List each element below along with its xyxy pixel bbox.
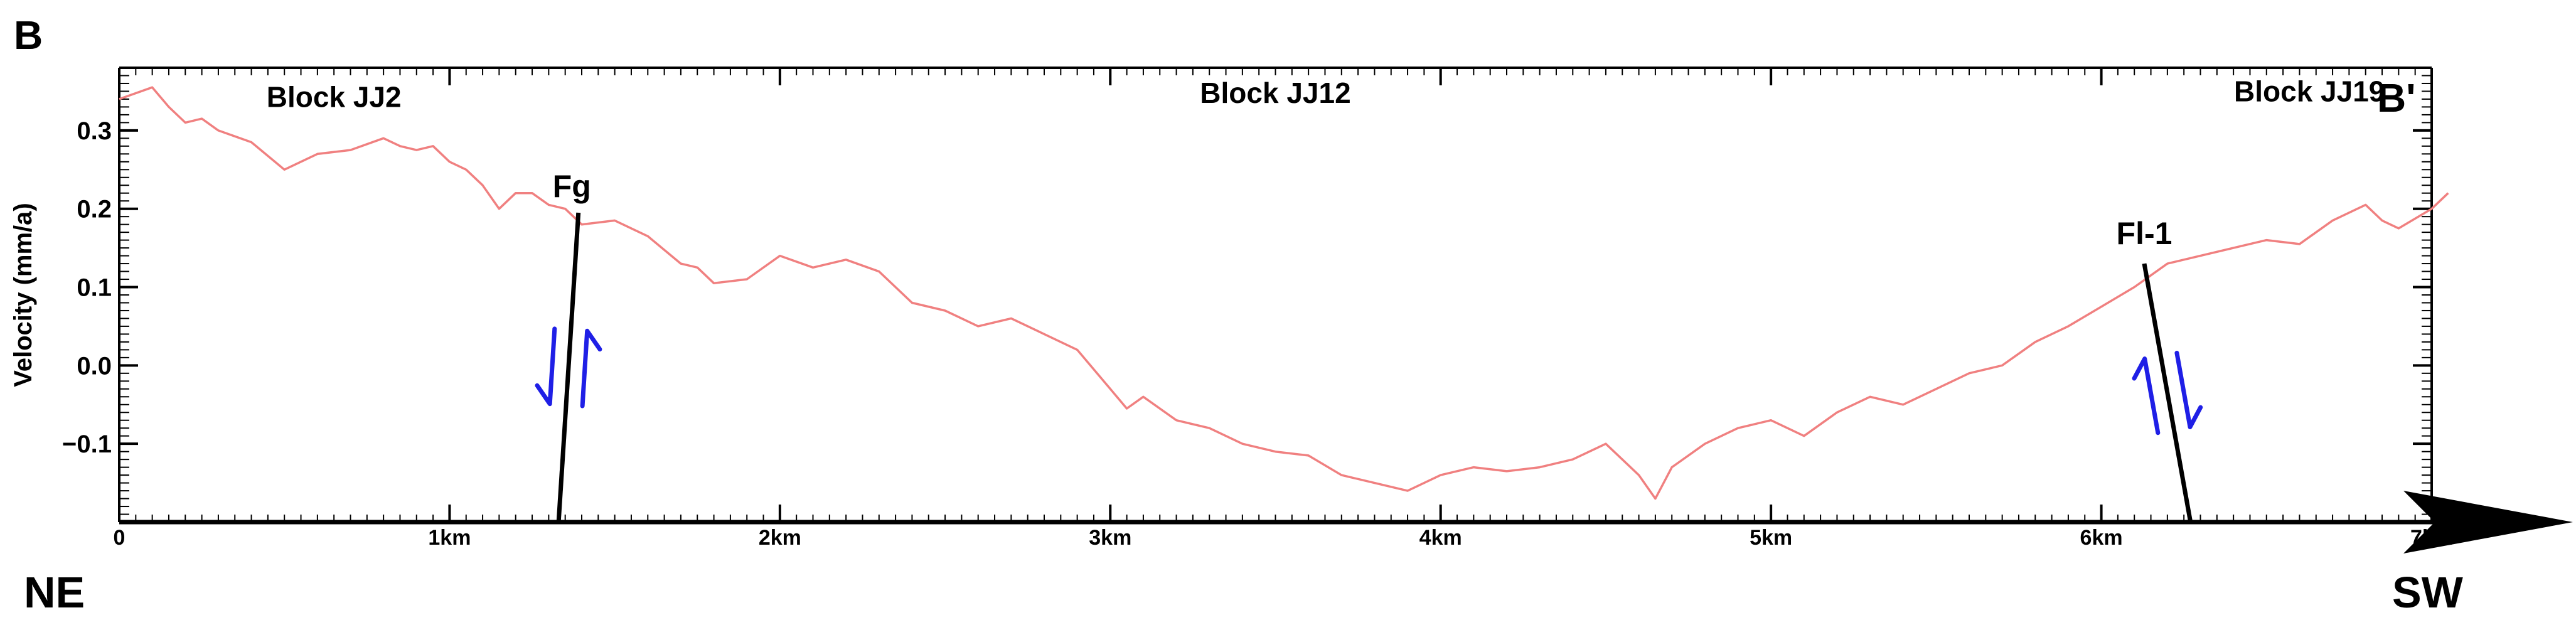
corner-label-b: B [14,13,43,58]
y-tick-label: 0.0 [77,352,112,380]
fault-motion-arrow [2174,350,2203,429]
y-tick-label: 0.2 [77,196,112,223]
velocity-series-line [119,86,2449,500]
fault-label: Fl-1 [2117,216,2172,251]
x-tick-label: 1km [428,526,471,550]
fault-motion-arrow [580,328,602,409]
corner-label-ne: NE [24,568,85,617]
block-label: Block JJ12 [1200,77,1350,109]
x-tick-label: 3km [1089,526,1131,550]
x-tick-label: 0 [114,526,126,550]
y-tick-labels: 0.3 0.2 0.1 0.0 −0.1 [62,117,112,458]
fault-lines: Fg Fl-1 [535,169,2203,523]
fault-motion-arrow [535,326,557,407]
fault-line [2142,263,2193,523]
x-axis-arrowhead [2403,491,2573,553]
major-ticks [118,68,2433,522]
y-tick-label: −0.1 [62,430,112,458]
y-axis-label: Velocity (mm/a) [9,203,37,387]
y-tick-label: 0.1 [77,274,112,302]
x-tick-label: 4km [1419,526,1462,550]
block-label: Block JJ19 [2234,75,2385,108]
x-tick-label: 6km [2080,526,2123,550]
x-tick-label: 7km [2410,526,2453,550]
block-labels: Block JJ2 Block JJ12 Block JJ19 [267,75,2385,114]
y-tick-label: 0.3 [77,117,112,145]
x-tick-label: 2km [759,526,801,550]
fault-label: Fg [553,169,591,204]
corner-label-sw: SW [2392,568,2463,617]
x-tick-labels: 0 1km 2km 3km 4km 5km 6km 7km [114,526,2453,550]
corner-label-b-prime: B' [2377,75,2415,120]
x-tick-label: 5km [1750,526,1792,550]
block-label: Block JJ2 [267,80,402,113]
fault-motion-arrow [2132,356,2161,436]
fault-line [556,212,581,523]
